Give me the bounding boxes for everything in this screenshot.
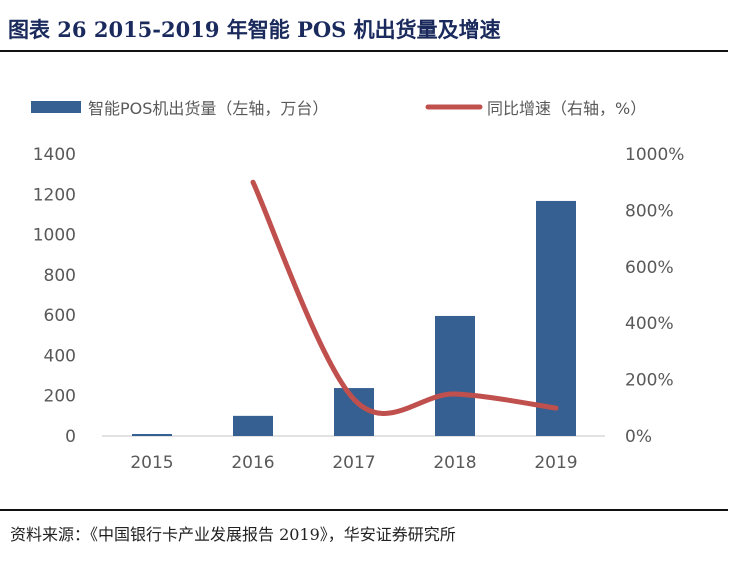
y-right-tick-label: 1000%: [625, 145, 684, 165]
x-tick-label: 2019: [534, 453, 577, 473]
y-right-tick-label: 400%: [625, 314, 674, 334]
chart-title: 图表 26 2015-2019 年智能 POS 机出货量及增速: [8, 17, 501, 42]
y-left-tick-label: 600: [44, 306, 76, 326]
y-left-tick-label: 200: [44, 387, 76, 407]
y-left-tick-label: 1000: [33, 226, 76, 246]
bar-2015: [132, 433, 172, 436]
y-right-tick-label: 200%: [625, 371, 674, 391]
y-right-tick-label: 800%: [625, 201, 674, 221]
y-right-tick-label: 600%: [625, 258, 674, 278]
legend-bar-label: 智能POS机出货量（左轴，万台）: [88, 99, 328, 118]
x-tick-label: 2016: [231, 453, 274, 473]
x-tick-label: 2015: [130, 453, 173, 473]
legend-bar-swatch: [31, 101, 81, 113]
x-tick-label: 2017: [332, 453, 375, 473]
source-note: 资料来源：《中国银行卡产业发展报告 2019》，华安证券研究所: [10, 525, 456, 544]
y-left-tick-label: 400: [44, 346, 76, 366]
bar-2018: [435, 315, 475, 436]
y-left-tick-label: 800: [44, 266, 76, 286]
growth-line: [250, 179, 559, 416]
y-left-tick-label: 0: [65, 427, 76, 447]
legend-line-label: 同比增速（右轴，%）: [487, 99, 646, 118]
source-divider: [0, 509, 728, 511]
bar-2019: [536, 200, 576, 436]
y-right-tick-label: 0%: [625, 427, 652, 447]
bar-2016: [233, 415, 273, 436]
y-left-tick-label: 1200: [33, 185, 76, 205]
y-left-tick-label: 1400: [33, 145, 76, 165]
title-divider: [0, 50, 728, 52]
x-tick-label: 2018: [433, 453, 476, 473]
